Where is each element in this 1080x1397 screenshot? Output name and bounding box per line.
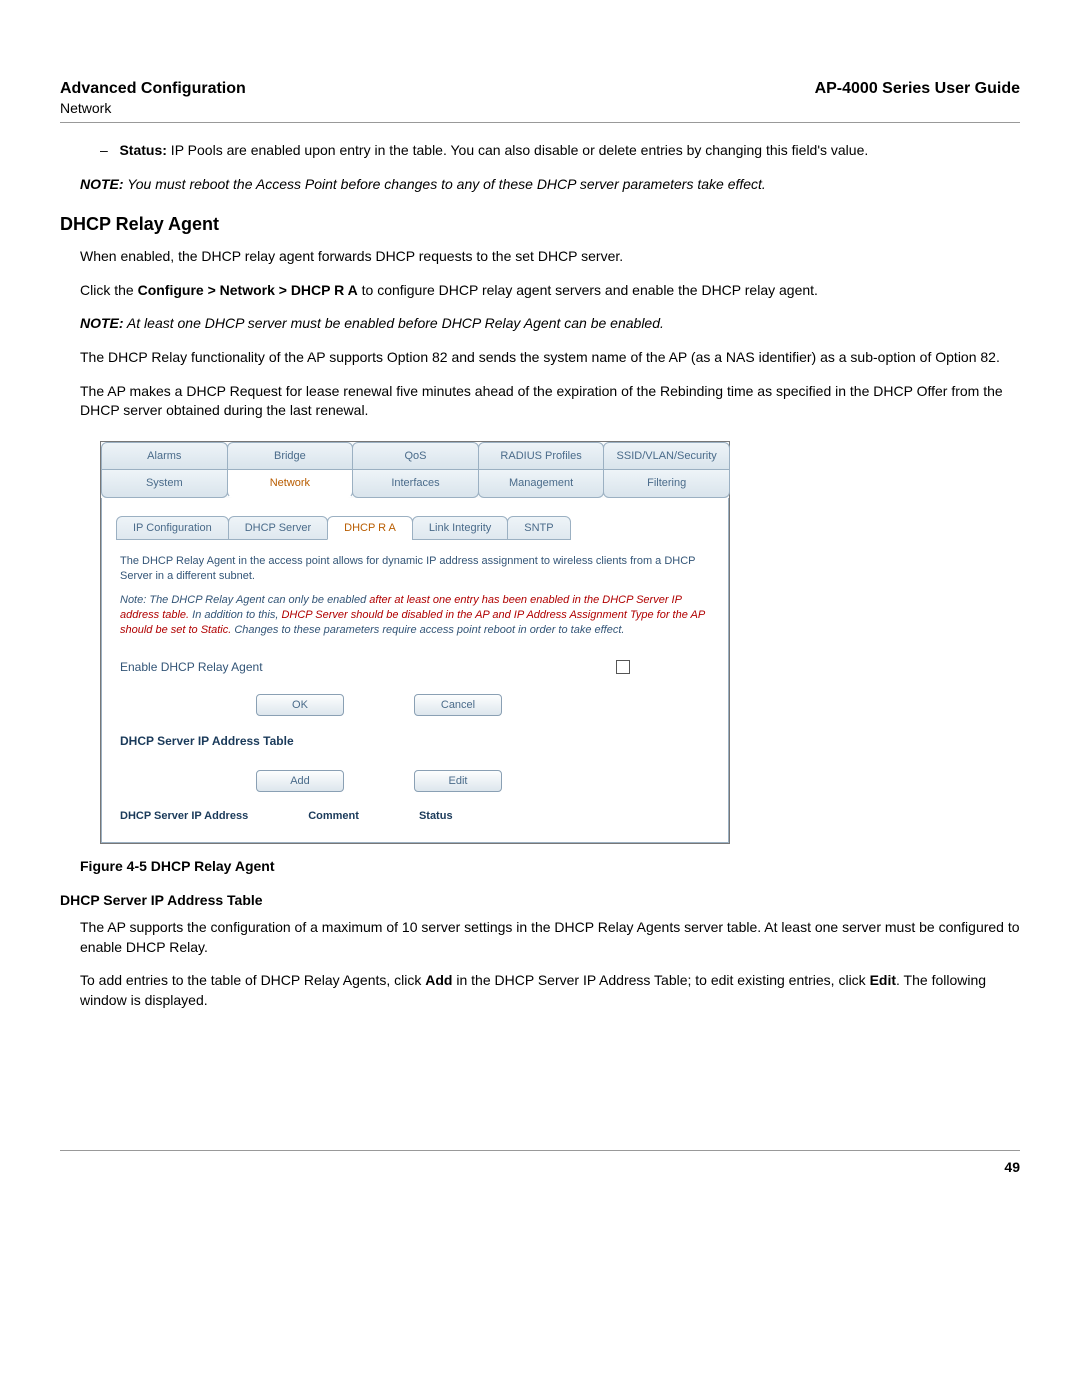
header-divider	[60, 122, 1020, 123]
ssnote-mid: In addition to this,	[189, 609, 281, 621]
cancel-button[interactable]: Cancel	[414, 694, 502, 716]
col-comment: Comment	[308, 810, 359, 822]
para-option82: The DHCP Relay functionality of the AP s…	[80, 348, 1020, 368]
para-max-10-servers: The AP supports the configuration of a m…	[80, 918, 1020, 957]
screenshot-description: The DHCP Relay Agent in the access point…	[120, 554, 710, 584]
bullet-text: IP Pools are enabled upon entry in the t…	[167, 142, 868, 158]
note-reboot: NOTE: You must reboot the Access Point b…	[80, 175, 1020, 195]
para6-pre: To add entries to the table of DHCP Rela…	[80, 972, 425, 988]
screenshot-note: Note: The DHCP Relay Agent can only be e…	[120, 593, 710, 638]
tab-ssid-vlan-security[interactable]: SSID/VLAN/Security	[603, 442, 730, 470]
note-text: You must reboot the Access Point before …	[124, 176, 766, 192]
server-table-header: DHCP Server IP Address Comment Status	[120, 810, 710, 822]
add-button[interactable]: Add	[256, 770, 344, 792]
para2-bold: Configure > Network > DHCP R A	[138, 282, 358, 298]
para-when-enabled: When enabled, the DHCP relay agent forwa…	[80, 247, 1020, 267]
para-add-edit-instructions: To add entries to the table of DHCP Rela…	[80, 971, 1020, 1010]
subtab-dhcp-server[interactable]: DHCP Server	[228, 516, 328, 540]
para-click-configure: Click the Configure > Network > DHCP R A…	[80, 281, 1020, 301]
footer-divider	[60, 1150, 1020, 1151]
note-at-least-one: NOTE: At least one DHCP server must be e…	[80, 314, 1020, 334]
tab-network[interactable]: Network	[227, 470, 354, 498]
col-status: Status	[419, 810, 453, 822]
ok-cancel-row: OK Cancel	[256, 694, 714, 716]
ssnote-post: Changes to these parameters require acce…	[231, 624, 624, 636]
note2-label: NOTE:	[80, 315, 124, 331]
tab-bridge[interactable]: Bridge	[227, 442, 354, 470]
status-bullet: – Status: IP Pools are enabled upon entr…	[118, 141, 1020, 161]
add-edit-row: Add Edit	[256, 770, 714, 792]
screenshot-panel: Alarms Bridge QoS RADIUS Profiles SSID/V…	[100, 441, 730, 844]
bullet-dash: –	[100, 142, 108, 158]
page-number: 49	[60, 1159, 1020, 1175]
tab-filtering[interactable]: Filtering	[603, 470, 730, 498]
subsection-dhcp-server-ip-table: DHCP Server IP Address Table	[60, 892, 1020, 908]
header-left-title: Advanced Configuration	[60, 80, 246, 98]
para2-pre: Click the	[80, 282, 138, 298]
header-subtitle: Network	[60, 100, 1020, 116]
tab-management[interactable]: Management	[478, 470, 605, 498]
tab-qos[interactable]: QoS	[352, 442, 479, 470]
para6-edit: Edit	[870, 972, 896, 988]
note2-text: At least one DHCP server must be enabled…	[124, 315, 664, 331]
tab-interfaces[interactable]: Interfaces	[352, 470, 479, 498]
subtab-sntp[interactable]: SNTP	[507, 516, 570, 540]
para6-add: Add	[425, 972, 452, 988]
subtab-dhcp-ra[interactable]: DHCP R A	[327, 516, 413, 540]
tab-system[interactable]: System	[101, 470, 228, 498]
section-title-dhcp-relay-agent: DHCP Relay Agent	[60, 214, 1020, 235]
enable-relay-label: Enable DHCP Relay Agent	[120, 660, 616, 674]
edit-button[interactable]: Edit	[414, 770, 502, 792]
bullet-label: Status:	[119, 142, 166, 158]
col-dhcp-server-ip: DHCP Server IP Address	[120, 810, 248, 822]
header-right-title: AP-4000 Series User Guide	[815, 80, 1020, 98]
page-footer: 49	[60, 1150, 1020, 1175]
tab-radius-profiles[interactable]: RADIUS Profiles	[478, 442, 605, 470]
figure-caption: Figure 4-5 DHCP Relay Agent	[80, 858, 1020, 874]
tab-alarms[interactable]: Alarms	[101, 442, 228, 470]
top-tab-row: Alarms Bridge QoS RADIUS Profiles SSID/V…	[101, 442, 729, 470]
screenshot-body: IP Configuration DHCP Server DHCP R A Li…	[101, 498, 729, 843]
ok-button[interactable]: OK	[256, 694, 344, 716]
ssnote-pre: Note: The DHCP Relay Agent can only be e…	[120, 594, 369, 606]
enable-relay-row: Enable DHCP Relay Agent	[120, 660, 710, 674]
server-table-title: DHCP Server IP Address Table	[120, 734, 710, 748]
subtab-ip-configuration[interactable]: IP Configuration	[116, 516, 229, 540]
subtab-link-integrity[interactable]: Link Integrity	[412, 516, 508, 540]
sub-tab-row: IP Configuration DHCP Server DHCP R A Li…	[116, 516, 714, 540]
enable-relay-checkbox[interactable]	[616, 660, 630, 674]
bottom-tab-row: System Network Interfaces Management Fil…	[101, 470, 729, 498]
para2-post: to configure DHCP relay agent servers an…	[358, 282, 818, 298]
note-label: NOTE:	[80, 176, 124, 192]
para6-mid: in the DHCP Server IP Address Table; to …	[452, 972, 869, 988]
para-lease-renewal: The AP makes a DHCP Request for lease re…	[80, 382, 1020, 421]
